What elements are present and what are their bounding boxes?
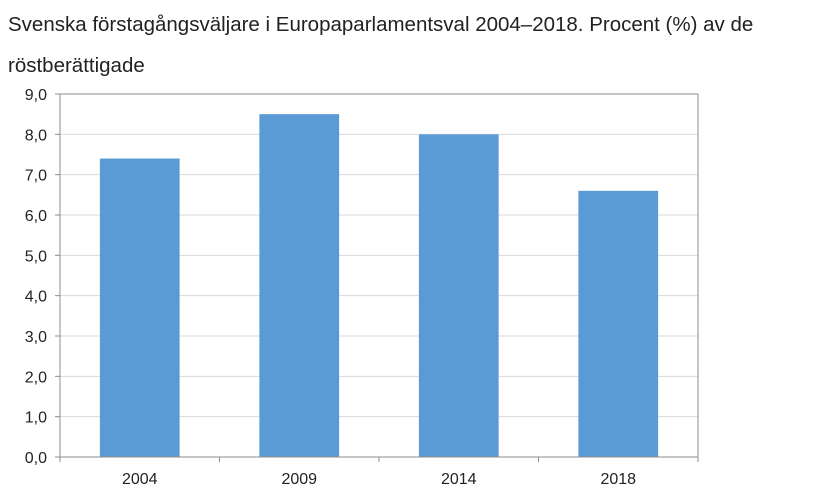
x-tick-label: 2018 [600, 471, 636, 488]
y-tick-label: 0,0 [25, 450, 47, 467]
y-tick-label: 6,0 [25, 208, 47, 225]
y-tick-label: 9,0 [25, 87, 47, 104]
y-tick-label: 4,0 [25, 289, 47, 306]
y-tick-label: 2,0 [25, 369, 47, 386]
x-tick-label: 2014 [441, 471, 477, 488]
bar [578, 190, 659, 458]
x-tick-label: 2009 [281, 471, 317, 488]
x-tick-label: 2004 [122, 471, 158, 488]
bar [418, 134, 499, 458]
y-tick-label: 3,0 [25, 329, 47, 346]
chart-title: Svenska förstagångsväljare i Europaparla… [8, 13, 754, 77]
y-tick-label: 8,0 [25, 127, 47, 144]
bar [99, 158, 180, 458]
y-tick-label: 5,0 [25, 248, 47, 265]
y-tick-label: 7,0 [25, 168, 47, 185]
y-tick-label: 1,0 [25, 410, 47, 427]
bar [259, 114, 340, 458]
